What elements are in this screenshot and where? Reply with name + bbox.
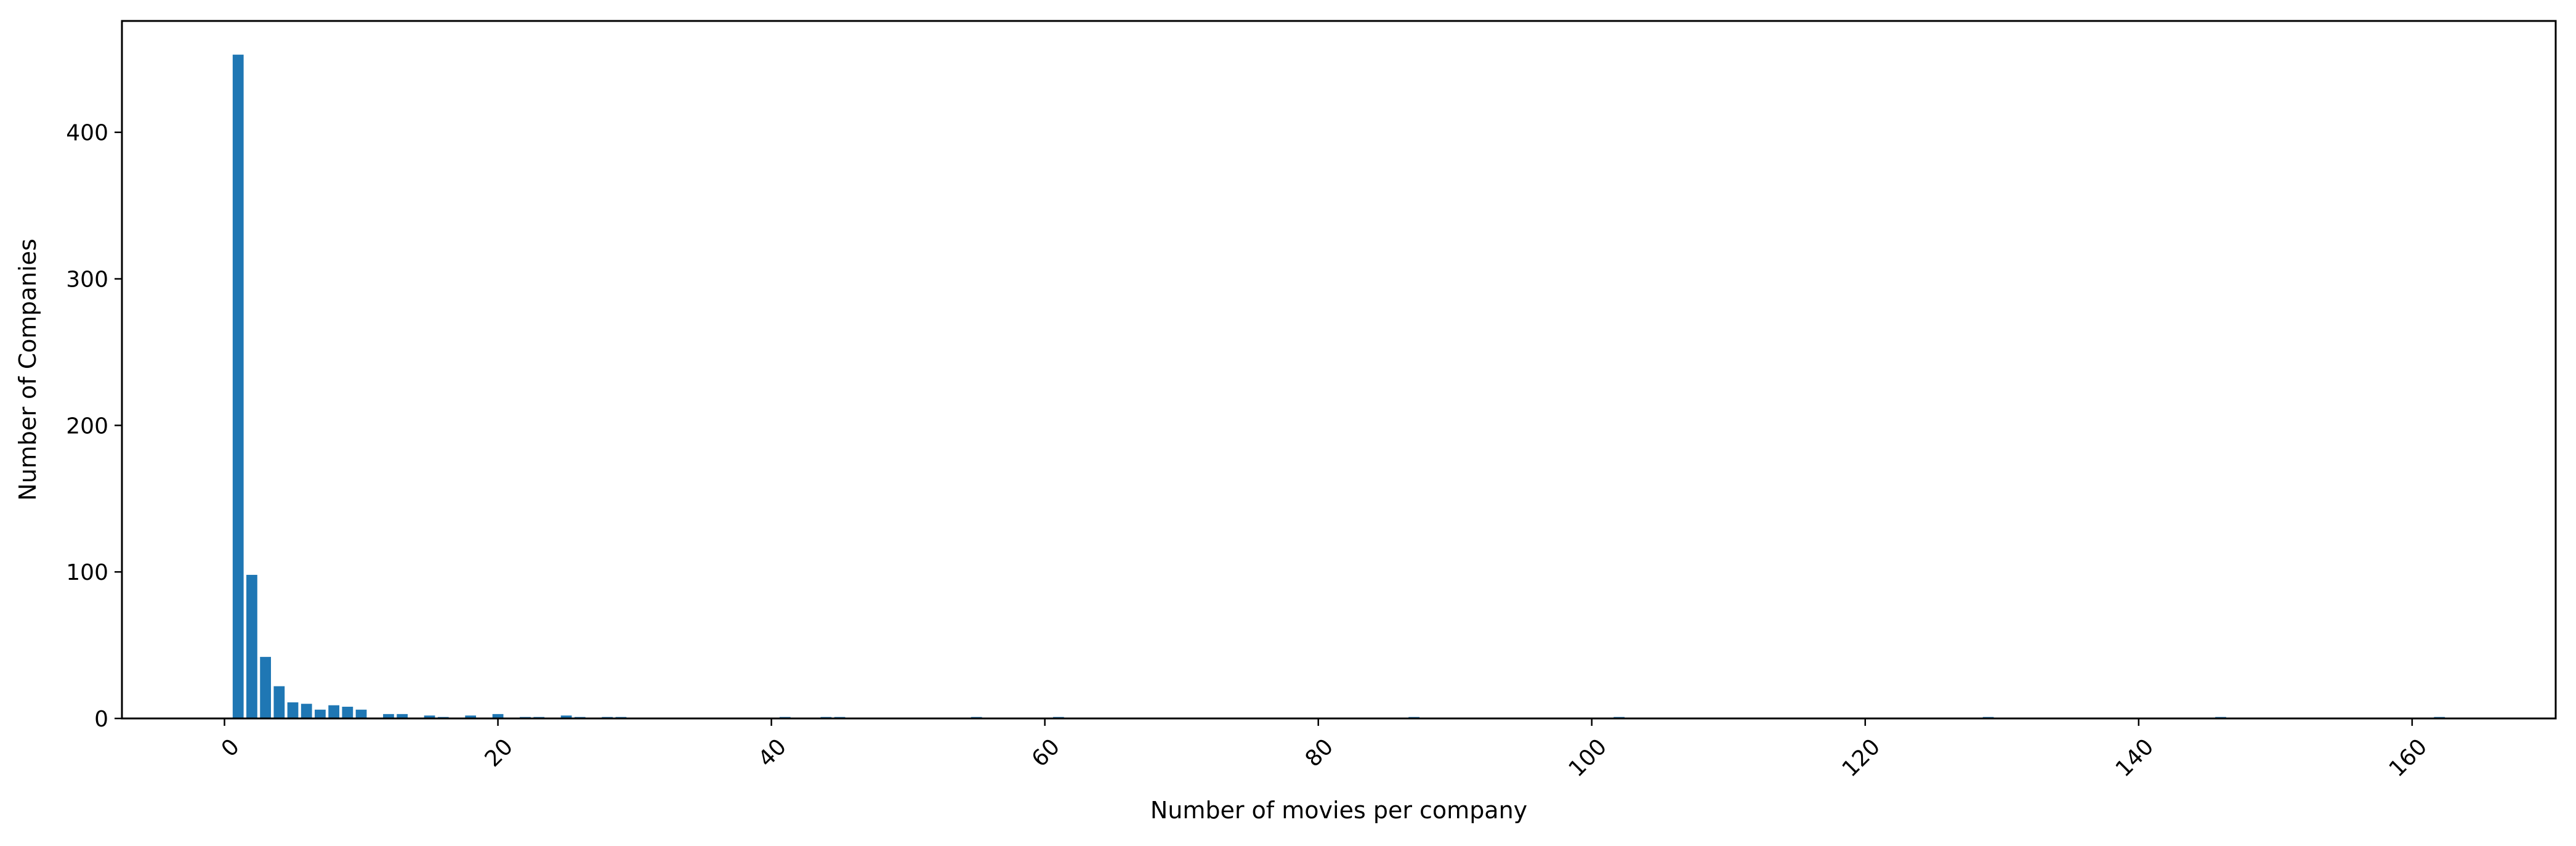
y-axis-ticks: 0 100 200 300 400 [66,121,122,732]
y-tick-label: 100 [66,560,108,585]
y-tick-label: 400 [66,121,108,146]
bar [246,574,257,718]
y-tick-label: 300 [66,267,108,293]
bar [301,704,312,718]
x-tick-label: 20 [480,734,518,771]
bar [273,686,285,718]
bars-group [232,54,2445,718]
y-tick-label: 200 [66,413,108,439]
y-axis-label: Number of Companies [14,238,41,500]
x-axis-label: Number of movies per company [1150,797,1527,824]
bar [355,709,367,718]
x-tick-label: 60 [1027,734,1065,771]
bar [287,702,299,718]
bar [315,709,326,718]
x-tick-label: 140 [2111,734,2159,782]
bar [342,706,353,718]
bar [465,715,477,718]
x-tick-label: 160 [2384,734,2433,782]
bar [383,714,394,718]
x-tick-label: 120 [1838,734,1886,782]
bar [424,715,435,718]
x-tick-label: 0 [217,734,244,762]
x-axis-ticks: 0 20 40 60 80 100 120 140 160 [217,718,2433,782]
bar [397,714,408,718]
bar [560,715,572,718]
x-tick-label: 100 [1564,734,1612,782]
bar [260,657,272,718]
bar [232,54,244,718]
x-tick-label: 80 [1301,734,1338,771]
y-tick-label: 0 [94,707,108,732]
x-tick-label: 40 [754,734,791,771]
bar [492,714,504,718]
bar [328,705,340,718]
plot-frame [121,20,2557,720]
